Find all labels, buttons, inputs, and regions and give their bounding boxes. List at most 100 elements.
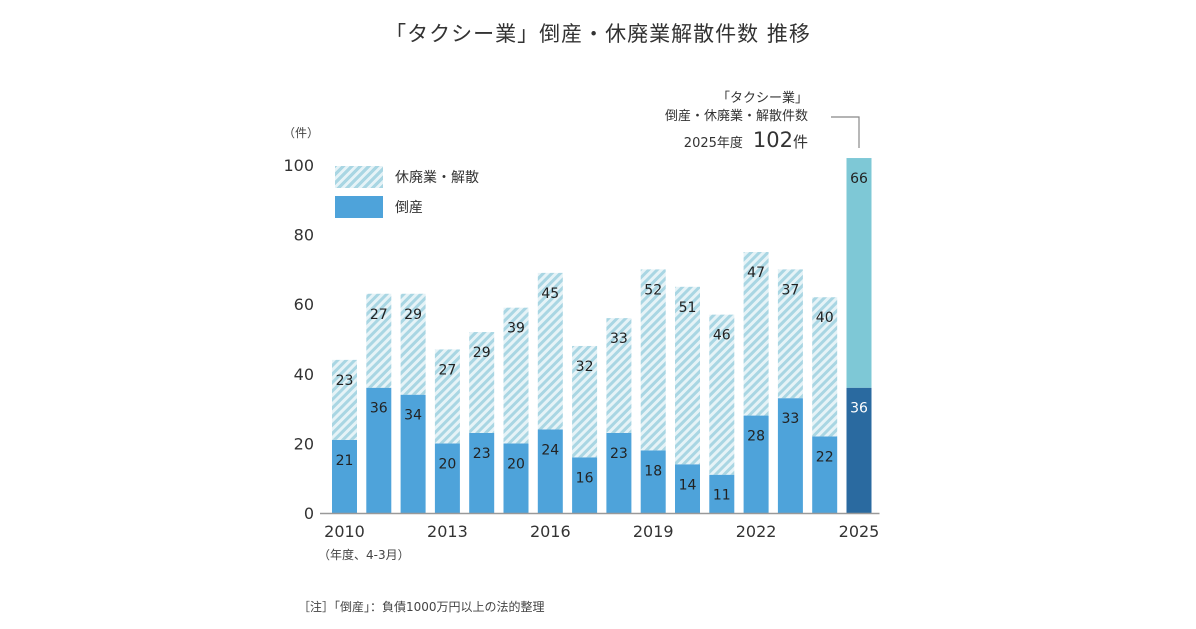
bar-closure-2013 [434,349,460,444]
bar-closure-2019 [640,269,666,451]
bar-closure-2025 [846,158,872,388]
data-label-closure-2010: 23 [336,373,354,389]
bar-bankruptcy-2025 [846,387,872,513]
data-label-bankruptcy-2012: 34 [404,408,422,424]
bar-bankruptcy-2017 [572,457,598,513]
data-label-bankruptcy-2022: 28 [747,429,765,445]
x-tick-label-2022: 2022 [736,522,777,541]
data-label-closure-2016: 45 [541,286,559,302]
data-label-bankruptcy-2023: 33 [781,411,799,427]
bar-bankruptcy-2024 [812,436,838,513]
bar-closure-2018 [606,318,632,433]
bar-group-2014: 23 29 [469,332,495,513]
x-tick-label-2016: 2016 [530,522,571,541]
fiscal-year-note: （年度、4-3月） [318,548,410,562]
data-label-closure-2025: 66 [850,171,868,187]
x-tick-label-2025: 2025 [839,522,880,541]
data-label-closure-2021: 46 [713,328,731,344]
bar-group-2025: 36 66 [846,158,872,513]
bar-bankruptcy-2014 [469,432,495,513]
data-label-bankruptcy-2019: 18 [644,463,662,479]
legend: 休廃業・解散 倒産 [335,164,479,224]
bar-bankruptcy-2013 [434,443,460,513]
callout-leader-line [831,116,860,148]
bar-closure-2020 [675,286,700,465]
bar-closure-2012 [400,293,426,395]
bar-closure-2014 [469,332,495,433]
bar-closure-2024 [812,297,838,437]
bar-bankruptcy-2010 [332,439,357,513]
bar-group-2011: 36 27 [366,293,392,513]
data-label-bankruptcy-2024: 22 [816,449,834,465]
bar-bankruptcy-2012 [400,394,426,513]
data-label-closure-2018: 33 [610,331,628,347]
bar-group-2020: 14 51 [675,286,700,513]
data-label-closure-2017: 32 [576,359,594,375]
callout-value: 102 [752,128,793,152]
y-tick-label-100: 100 [283,156,314,175]
bar-bankruptcy-2018 [606,432,632,513]
bar-group-2022: 28 47 [743,252,769,513]
callout-line1: 「タクシー業」 [716,91,808,106]
bar-closure-2015 [503,307,529,444]
legend-label-closure: 休廃業・解散 [395,170,479,186]
legend-swatch-hatched [335,166,383,188]
data-label-bankruptcy-2018: 23 [610,446,628,462]
data-label-bankruptcy-2017: 16 [576,470,594,486]
data-label-closure-2020: 51 [679,300,697,316]
bar-group-2018: 23 33 [606,318,632,513]
bar-closure-2017 [572,345,598,458]
data-label-closure-2011: 27 [370,307,388,323]
bar-bankruptcy-2021 [709,474,735,513]
y-tick-label-20: 20 [294,434,314,453]
bar-group-2010: 21 23 [332,359,357,513]
y-tick-label-40: 40 [294,365,314,384]
callout-value-unit: 件 [792,133,808,151]
callout-annotation: 「タクシー業」 倒産・休廃業・解散件数 2025年度 102件 [665,90,808,152]
data-label-bankruptcy-2011: 36 [370,401,388,417]
data-label-bankruptcy-2010: 21 [336,453,354,469]
data-label-bankruptcy-2020: 14 [679,477,697,493]
bar-bankruptcy-2011 [366,387,392,513]
data-label-bankruptcy-2025: 36 [850,401,868,417]
bar-group-2021: 11 46 [709,314,735,513]
bar-closure-2011 [366,293,392,388]
x-tick-label-2013: 2013 [427,522,468,541]
bar-group-2024: 22 40 [812,297,838,513]
chart-title: 「タクシー業」倒産・休廃業解散件数 推移 [385,22,811,46]
data-label-closure-2022: 47 [747,265,765,281]
bar-group-2016: 24 45 [537,272,563,513]
legend-swatch-solid [335,196,383,218]
legend-item-closure: 休廃業・解散 [335,164,479,190]
data-label-closure-2015: 39 [507,321,525,337]
bar-closure-2021 [709,314,735,475]
y-axis-unit-label: （件） [283,126,320,140]
bar-group-2023: 33 37 [777,269,803,513]
callout-line2: 倒産・休廃業・解散件数 [664,109,808,124]
data-label-closure-2019: 52 [644,282,662,298]
bar-bankruptcy-2022 [743,415,769,513]
callout-year: 2025年度 [683,136,743,151]
data-label-closure-2013: 27 [438,362,456,378]
data-label-closure-2012: 29 [404,307,422,323]
x-tick-label-2010: 2010 [324,522,365,541]
y-tick-label-80: 80 [294,226,314,245]
bar-bankruptcy-2019 [640,450,666,513]
bar-bankruptcy-2015 [503,443,529,513]
y-tick-label-0: 0 [304,504,314,523]
bar-group-2012: 34 29 [400,293,426,513]
footnote: ［注］「倒産」：負債1000万円以上の法的整理 [298,600,545,614]
data-label-closure-2014: 29 [473,345,491,361]
bar-bankruptcy-2016 [537,429,563,513]
legend-item-bankruptcy: 倒産 [335,194,479,220]
data-label-bankruptcy-2016: 24 [541,442,559,458]
data-label-bankruptcy-2015: 20 [507,456,525,472]
bar-bankruptcy-2023 [777,398,803,513]
bar-closure-2022 [743,252,769,416]
y-tick-label-60: 60 [294,295,314,314]
